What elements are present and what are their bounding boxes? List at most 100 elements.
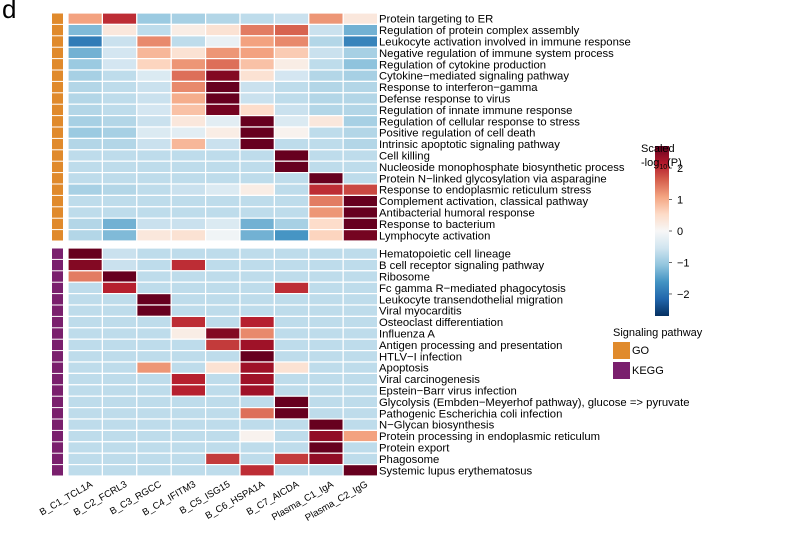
group-strip-go: [52, 218, 63, 230]
heatmap-cell: [67, 418, 104, 431]
heatmap-cell: [342, 183, 379, 196]
heatmap-cell: [308, 281, 344, 295]
group-strip-kegg: [52, 373, 63, 385]
heatmap-cell: [101, 464, 138, 477]
heatmap-cell: [308, 315, 344, 329]
heatmap-cell: [101, 183, 138, 196]
heatmap-cell: [273, 35, 310, 48]
heatmap-cell: [170, 293, 207, 306]
colorbar-tick-label: 0: [677, 226, 683, 238]
heatmap-cell: [101, 92, 138, 105]
heatmap-cell: [205, 429, 241, 443]
heatmap-cell: [67, 103, 104, 117]
heatmap-cell: [273, 258, 310, 272]
heatmap-cell: [101, 441, 138, 454]
heatmap-cell: [67, 80, 104, 94]
heatmap-cell: [170, 183, 207, 196]
group-strip-go: [52, 127, 63, 138]
heatmap-cell: [101, 217, 138, 231]
heatmap-cell: [342, 149, 379, 162]
heatmap-cell: [101, 23, 138, 37]
heatmap-cell: [342, 361, 379, 374]
heatmap-cell: [342, 194, 379, 208]
heatmap-cell: [67, 441, 104, 454]
heatmap-cell: [67, 183, 104, 196]
heatmap-cell: [205, 258, 241, 272]
heatmap-cell: [342, 172, 379, 185]
heatmap-cell: [136, 293, 172, 306]
heatmap-cell: [170, 80, 207, 94]
row-label: Fc gamma R−mediated phagocytosis: [379, 283, 566, 295]
heatmap-cell: [273, 407, 310, 420]
heatmap-cell: [170, 229, 207, 242]
heatmap-cell: [136, 80, 172, 94]
heatmap-cell: [273, 206, 310, 219]
heatmap-cell: [342, 464, 379, 477]
heatmap-cell: [205, 172, 241, 185]
legend-title: Signaling pathway: [613, 327, 703, 339]
heatmap-cell: [67, 429, 104, 443]
row-label: Antigen processing and presentation: [379, 340, 562, 352]
heatmap-cell: [239, 46, 276, 60]
row-label: Protein processing in endoplasmic reticu…: [379, 431, 600, 443]
heatmap-cell: [308, 247, 344, 260]
heatmap-cell: [308, 361, 344, 374]
heatmap-cell: [205, 35, 241, 48]
row-label: Epstein−Barr virus infection: [379, 386, 517, 398]
heatmap-cell: [205, 229, 241, 242]
row-label: Glycolysis (Embden−Meyerhof pathway), gl…: [379, 397, 690, 409]
heatmap-cell: [136, 126, 172, 139]
heatmap-cell: [101, 35, 138, 48]
heatmap-cell: [170, 114, 207, 128]
heatmap-cell: [136, 395, 172, 409]
heatmap-cell: [67, 206, 104, 219]
heatmap-cell: [136, 57, 172, 71]
row-label: Cell killing: [379, 151, 430, 163]
heatmap-cell: [308, 258, 344, 272]
heatmap-cell: [136, 137, 172, 151]
heatmap-cell: [342, 247, 379, 260]
heatmap-cell: [273, 172, 310, 185]
heatmap-cell: [342, 229, 379, 242]
heatmap-cell: [67, 229, 104, 242]
heatmap-cell: [67, 217, 104, 231]
heatmap-cell: [308, 103, 344, 117]
heatmap-cell: [239, 418, 276, 431]
heatmap-cell: [308, 57, 344, 71]
heatmap-cell: [67, 327, 104, 340]
heatmap-cell: [67, 361, 104, 374]
legend-item-go: GO: [613, 342, 649, 359]
heatmap-cell: [101, 315, 138, 329]
heatmap-cell: [239, 229, 276, 242]
heatmap-cell: [205, 281, 241, 295]
heatmap-cell: [101, 247, 138, 260]
heatmap-cell: [170, 441, 207, 454]
heatmap-cell: [239, 126, 276, 139]
heatmap-cell: [205, 293, 241, 306]
heatmap-cell: [205, 395, 241, 409]
heatmap-cell: [342, 429, 379, 443]
heatmap-cell: [67, 69, 104, 82]
heatmap-cell: [67, 126, 104, 139]
heatmap-cell: [308, 12, 344, 25]
heatmap-cell: [205, 441, 241, 454]
group-strip-kegg: [52, 442, 63, 453]
row-label: Leukocyte transendothelial migration: [379, 294, 563, 306]
heatmap-cell: [205, 418, 241, 431]
group-strip-go: [52, 47, 63, 59]
heatmap-cell: [170, 35, 207, 48]
heatmap-cell: [273, 270, 310, 283]
column-label: Plasma_C2_IgG: [303, 479, 369, 524]
heatmap-cell: [273, 46, 310, 60]
heatmap-cell: [239, 103, 276, 117]
heatmap-cell: [239, 384, 276, 397]
colorbar-tick-label: −1: [677, 257, 690, 269]
heatmap-cell: [205, 217, 241, 231]
heatmap-cell: [67, 23, 104, 37]
heatmap-cell: [239, 407, 276, 420]
heatmap-cell: [67, 350, 104, 363]
heatmap-cell: [342, 372, 379, 386]
heatmap-cell: [101, 57, 138, 71]
heatmap-cell: [67, 194, 104, 208]
